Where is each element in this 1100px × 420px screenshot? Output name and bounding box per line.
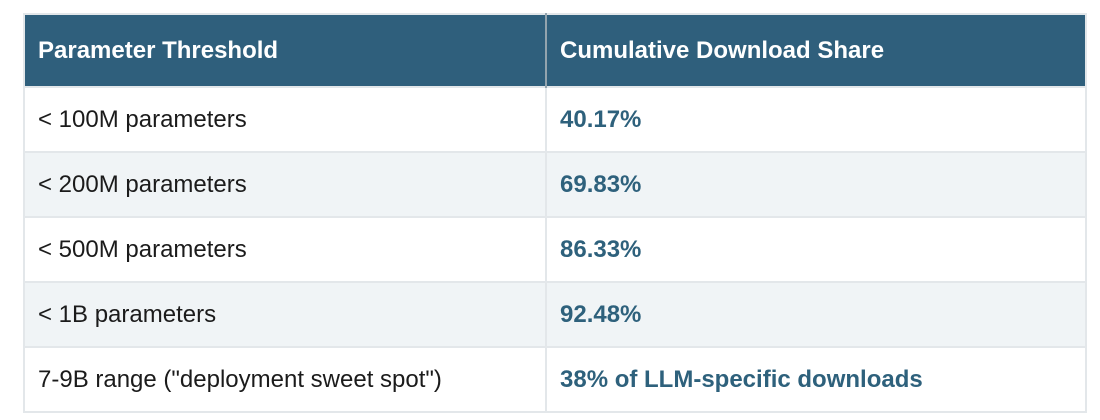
table-row: < 200M parameters 69.83%: [24, 152, 1086, 217]
table-row: < 500M parameters 86.33%: [24, 217, 1086, 282]
parameter-threshold-table: Parameter Threshold Cumulative Download …: [23, 13, 1087, 413]
header-row: Parameter Threshold Cumulative Download …: [24, 14, 1086, 87]
share-cell: 69.83%: [545, 152, 1086, 217]
share-cell: 40.17%: [545, 87, 1086, 152]
column-header-cumulative-download-share: Cumulative Download Share: [545, 14, 1086, 87]
table-row: < 1B parameters 92.48%: [24, 282, 1086, 347]
share-cell: 92.48%: [545, 282, 1086, 347]
threshold-cell: 7-9B range ("deployment sweet spot"): [38, 366, 442, 393]
table-row: < 100M parameters 40.17%: [24, 87, 1086, 152]
threshold-cell: < 100M parameters: [38, 106, 247, 133]
threshold-cell: < 200M parameters: [38, 171, 247, 198]
share-cell: 86.33%: [545, 217, 1086, 282]
column-header-parameter-threshold: Parameter Threshold: [24, 14, 546, 87]
threshold-cell: < 500M parameters: [38, 236, 247, 263]
share-cell: 38% of LLM-specific downloads: [545, 347, 1086, 412]
table-row: 7-9B range ("deployment sweet spot") 38%…: [24, 347, 1086, 412]
threshold-cell: < 1B parameters: [38, 301, 217, 328]
